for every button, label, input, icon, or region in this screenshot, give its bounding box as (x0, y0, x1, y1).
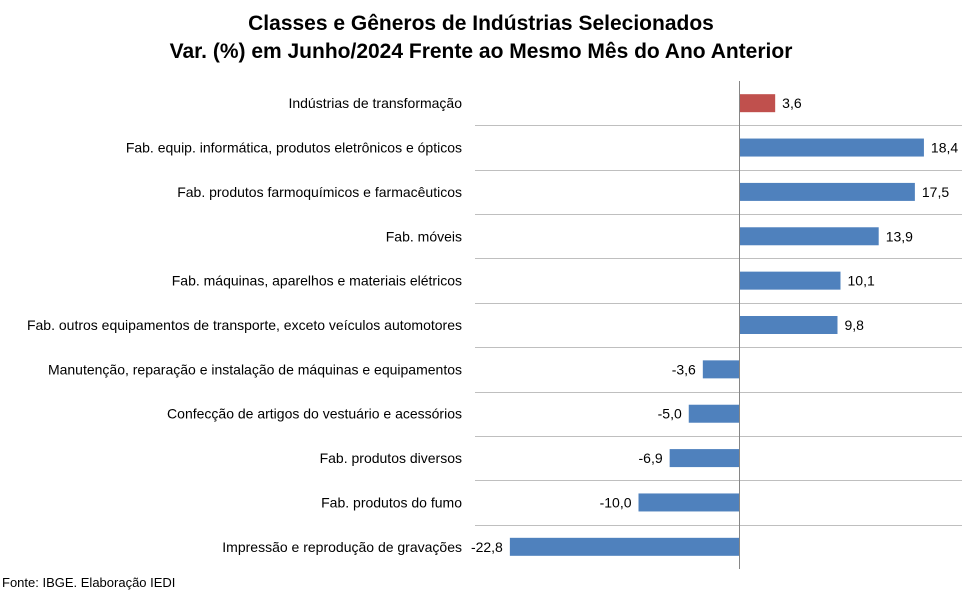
value-label: 9,8 (844, 317, 864, 333)
bar (739, 271, 841, 290)
category-label: Fab. outros equipamentos de transporte, … (27, 317, 462, 333)
bar (739, 138, 924, 157)
bar (509, 537, 739, 556)
value-label: 13,9 (886, 228, 913, 244)
value-label: -10,0 (600, 494, 632, 510)
value-label: -3,6 (672, 361, 696, 377)
category-label: Fab. máquinas, aparelhos e materiais elé… (172, 273, 462, 289)
bar (739, 316, 838, 334)
bar (739, 94, 776, 113)
source-note: Fonte: IBGE. Elaboração IEDI (2, 575, 176, 590)
category-label: Fab. produtos farmoquímicos e farmacêuti… (177, 184, 462, 200)
category-label: Fab. equip. informática, produtos eletrô… (126, 140, 462, 156)
category-label: Impressão e reprodução de gravações (222, 539, 462, 555)
chart-subtitle: Var. (%) em Junho/2024 Frente ao Mesmo M… (169, 40, 793, 63)
category-label: Manutenção, reparação e instalação de má… (48, 361, 462, 377)
bar (688, 404, 739, 423)
chart-title-block: Classes e Gêneros de Indústrias Selecion… (0, 10, 962, 66)
category-label: Confecção de artigos do vestuário e aces… (167, 406, 462, 422)
bar (739, 227, 879, 246)
category-label: Fab. produtos do fumo (321, 494, 462, 510)
value-label: -5,0 (658, 406, 682, 422)
value-label: -22,8 (471, 539, 503, 555)
category-label: Indústrias de transformação (288, 95, 462, 111)
value-label: 10,1 (848, 273, 875, 289)
bar (669, 449, 739, 468)
category-label: Fab. produtos diversos (320, 450, 462, 466)
value-label: -6,9 (639, 450, 663, 466)
value-label: 17,5 (922, 184, 949, 200)
bar (638, 493, 739, 512)
chart-title: Classes e Gêneros de Indústrias Selecion… (248, 12, 714, 35)
category-label: Fab. móveis (386, 228, 462, 244)
bar (739, 182, 915, 201)
bar (702, 360, 739, 379)
value-label: 18,4 (931, 140, 958, 156)
value-label: 3,6 (782, 95, 802, 111)
